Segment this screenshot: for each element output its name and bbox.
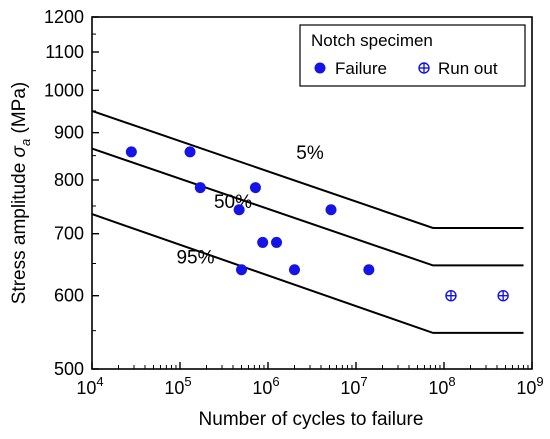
failure-point: [363, 264, 375, 276]
runout-point: [497, 289, 509, 302]
legend-failure-label: Failure: [335, 59, 387, 78]
legend: Notch specimen Failure Run out: [299, 24, 526, 87]
x-tick-label: 107: [340, 374, 367, 398]
curve-95pct: [91, 213, 524, 334]
y-tick-label: 500: [54, 359, 84, 379]
legend-runout-marker: [418, 62, 430, 74]
failure-point: [125, 146, 137, 158]
failure-point: [257, 236, 269, 248]
failure-point: [288, 264, 300, 276]
y-tick-label: 1100: [45, 42, 84, 62]
curve-50pct: [91, 147, 524, 267]
legend-box: [299, 24, 526, 87]
legend-failure-marker: [314, 62, 326, 74]
failure-point: [249, 182, 261, 194]
y-axis-title: Stress amplitude σa (MPa): [9, 82, 33, 305]
tick-labels: 104 105 106 107 108 109 500 600 700 800 900 1000 110…: [44, 7, 544, 398]
failure-point: [271, 236, 283, 248]
failure-point: [236, 264, 248, 276]
probability-curves: 5% 50% 95%: [91, 109, 524, 334]
legend-runout-label: Run out: [438, 59, 498, 78]
runout-point: [445, 289, 457, 302]
x-tick-label: 108: [428, 374, 455, 398]
data-points: [125, 146, 509, 302]
x-tick-label: 104: [76, 374, 103, 398]
failure-point: [194, 182, 206, 194]
curve-label: 5%: [296, 143, 324, 164]
curve-5pct: [91, 109, 524, 229]
plot-frame: [91, 16, 533, 370]
legend-title: Notch specimen: [311, 31, 433, 50]
y-tick-label: 800: [54, 170, 84, 190]
failure-point: [184, 146, 196, 158]
y-tick-label: 1000: [44, 80, 84, 100]
x-axis-title: Number of cycles to failure: [199, 409, 424, 430]
x-tick-label: 106: [252, 374, 279, 398]
curve-label: 95%: [176, 248, 214, 269]
y-tick-label: 600: [54, 286, 84, 306]
y-tick-label: 700: [54, 224, 84, 244]
x-tick-label: 105: [164, 374, 191, 398]
failure-point: [233, 204, 245, 216]
y-tick-label: 1200: [44, 7, 84, 27]
failure-point: [325, 204, 337, 216]
y-tick-label: 900: [54, 123, 84, 143]
axis-ticks: [91, 16, 533, 370]
x-tick-label: 109: [516, 374, 543, 398]
curve-label: 50%: [214, 192, 252, 213]
